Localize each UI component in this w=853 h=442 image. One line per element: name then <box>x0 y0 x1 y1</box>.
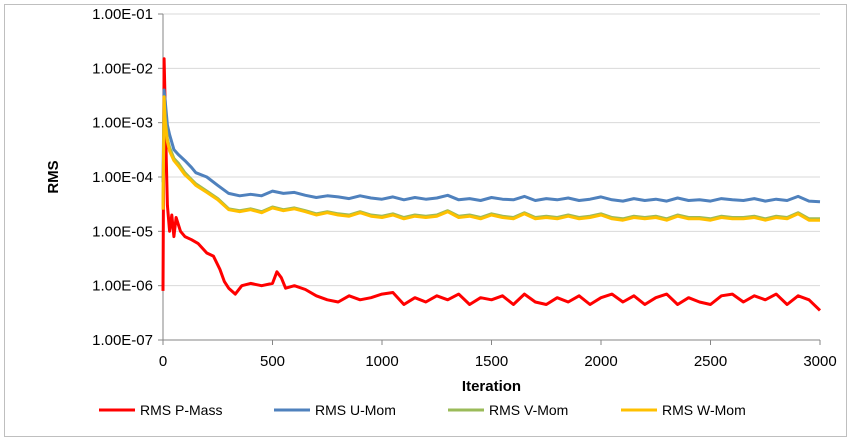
x-tick-label: 3000 <box>803 353 836 370</box>
legend-label-rms-u-mom: RMS U-Mom <box>315 402 396 418</box>
y-tick-label: 1.00E-05 <box>92 223 153 240</box>
y-tick-label: 1.00E-06 <box>92 278 153 295</box>
gridlines <box>163 13 820 341</box>
legend-label-rms-p-mass: RMS P-Mass <box>140 402 222 418</box>
y-tick-label: 1.00E-03 <box>92 115 153 132</box>
y-tick-label: 1.00E-04 <box>92 169 153 186</box>
legend-label-rms-w-mom: RMS W-Mom <box>662 402 746 418</box>
x-tick-label: 2000 <box>584 353 617 370</box>
series-line-rms-w-mom <box>161 95 820 222</box>
x-tick-label: 500 <box>260 353 285 370</box>
x-tick-label: 1000 <box>365 353 398 370</box>
y-axis-title: RMS <box>45 160 62 193</box>
y-tick-label: 1.00E-07 <box>92 332 153 349</box>
legend-label-rms-v-mom: RMS V-Mom <box>489 402 568 418</box>
x-tick-label: 2500 <box>694 353 727 370</box>
y-tick-label: 1.00E-02 <box>92 60 153 77</box>
legend: RMS P-Mass RMS U-Mom RMS V-Mom RMS W-Mom <box>99 402 746 418</box>
x-tick-label: 0 <box>159 353 167 370</box>
series-line-rms-v-mom <box>161 104 820 221</box>
series-lines <box>161 57 822 312</box>
series-line-rms-u-mom <box>161 88 821 204</box>
tick-labels: 1.00E-07 1.00E-06 1.00E-05 1.00E-04 1.00E-03… <box>92 6 837 370</box>
x-axis-title: Iteration <box>462 378 521 395</box>
y-tick-label: 1.00E-01 <box>92 6 153 23</box>
x-tick-label: 1500 <box>475 353 508 370</box>
series-line-rms-p-mass <box>161 57 822 312</box>
